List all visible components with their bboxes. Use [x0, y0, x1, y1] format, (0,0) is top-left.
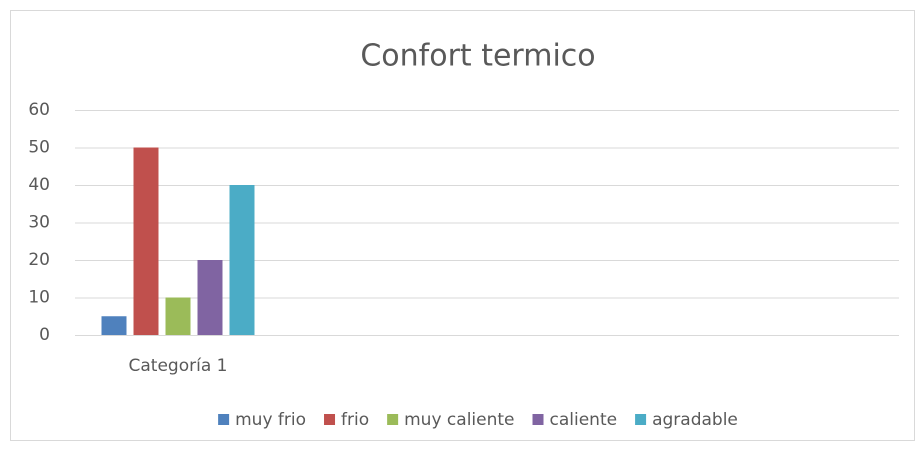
- bar: [165, 297, 191, 335]
- legend-swatch: [387, 414, 399, 425]
- legend-label: frio: [341, 410, 369, 430]
- bar: [197, 260, 223, 335]
- y-tick-label: 10: [28, 288, 50, 308]
- legend-label: caliente: [550, 410, 618, 430]
- chart-frame: [10, 10, 915, 441]
- legend-label: agradable: [652, 410, 738, 430]
- y-tick-label: 0: [39, 325, 50, 345]
- y-tick-label: 20: [28, 250, 50, 270]
- bar: [101, 316, 127, 335]
- y-tick-label: 50: [28, 138, 50, 158]
- legend-swatch: [635, 414, 647, 425]
- x-tick-label: Categoría 1: [129, 356, 228, 376]
- bar: [229, 185, 255, 335]
- legend-label: muy frio: [235, 410, 306, 430]
- legend-swatch: [532, 414, 544, 425]
- y-tick-label: 60: [28, 100, 50, 120]
- legend-swatch: [324, 414, 336, 425]
- chart-title: Confort termico: [360, 39, 595, 74]
- y-tick-label: 30: [28, 213, 50, 233]
- legend-swatch: [218, 414, 230, 425]
- legend-label: muy caliente: [404, 410, 514, 430]
- bar: [133, 147, 159, 335]
- y-tick-label: 40: [28, 175, 50, 195]
